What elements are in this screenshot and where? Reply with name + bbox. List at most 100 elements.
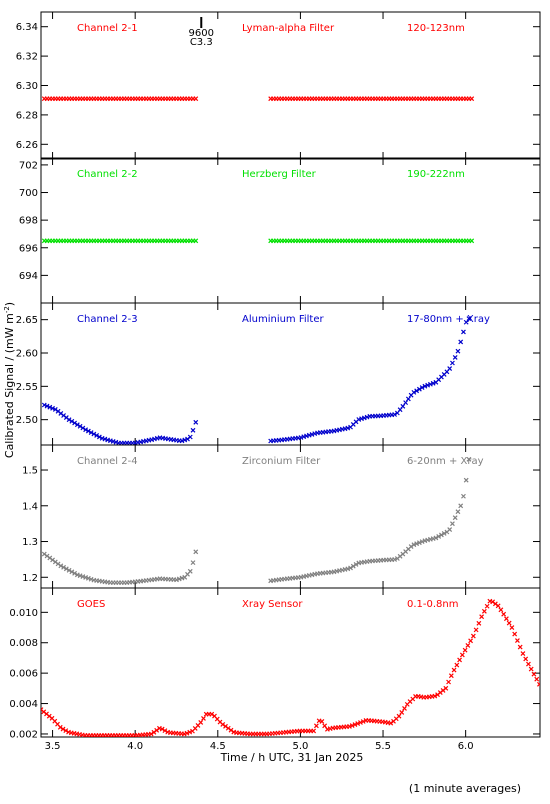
y-tick-label: 6.26 — [16, 140, 38, 151]
y-tick-label: 702 — [19, 160, 38, 171]
data-point — [452, 355, 458, 360]
channel-label: Channel 2-3 — [77, 314, 138, 325]
data-point — [223, 723, 228, 729]
data-point — [466, 456, 472, 462]
event-marker: 9600 C3.3 — [189, 17, 214, 48]
y-tick-label: 6.34 — [16, 22, 38, 33]
data-point — [83, 427, 89, 433]
data-point — [537, 681, 540, 687]
data-point — [358, 720, 363, 725]
data-point — [348, 565, 353, 571]
band-label: 0.1-0.8nm — [407, 599, 459, 610]
data-point — [69, 418, 75, 424]
panels-group: 6.26 6.28 6.30 6.32 6.34 Channel 2-1 Lyman-alp… — [9, 11, 541, 752]
data-point — [468, 638, 474, 644]
data-point — [353, 561, 359, 567]
data-point — [419, 539, 425, 545]
y-tick-label: 1.2 — [22, 573, 38, 584]
channel-label: Channel 2-4 — [77, 456, 138, 467]
data-point — [225, 725, 231, 731]
data-point — [443, 685, 449, 691]
series-points — [41, 96, 475, 102]
data-point — [447, 366, 453, 371]
data-point — [430, 380, 436, 386]
data-point — [461, 493, 466, 499]
data-point — [509, 625, 515, 630]
data-point — [41, 402, 47, 408]
data-point — [462, 647, 468, 653]
data-point — [184, 730, 190, 736]
y-axis-label: Calibrated Signal / (mW m-2) — [3, 302, 16, 458]
y-axis-label-sup: -2 — [3, 306, 11, 313]
data-point — [465, 643, 471, 648]
data-point — [72, 570, 78, 576]
data-point — [61, 564, 67, 570]
data-point — [360, 719, 366, 724]
y-axis-label-text: Calibrated Signal / (mW m — [3, 313, 16, 458]
data-point — [450, 360, 455, 366]
series-points — [41, 598, 540, 737]
filter-label: Aluminium Filter — [242, 314, 325, 325]
panel-1: 6.26 6.28 6.30 6.32 6.34 Channel 2-1 Lyman-alp… — [16, 11, 541, 160]
x-tick-label: 5.5 — [375, 741, 391, 752]
data-point — [433, 535, 439, 541]
data-point — [403, 400, 409, 406]
panel-4: 1.2 1.3 1.4 1.5 Channel 2-4 Zirconium Filter 6… — [22, 444, 541, 589]
data-point — [450, 521, 455, 527]
band-label: 120-123nm — [407, 23, 465, 34]
data-point — [193, 238, 199, 244]
y-tick-label: 0.006 — [9, 669, 38, 680]
data-point — [60, 726, 66, 732]
channel-label: Channel 2-2 — [77, 169, 138, 180]
data-point — [66, 567, 72, 573]
data-point — [88, 430, 94, 435]
data-point — [193, 96, 199, 102]
data-point — [427, 381, 433, 387]
panel-2: 694 696 698 700 702 Channel 2-2 Herzberg Filte… — [19, 157, 541, 304]
data-point — [501, 611, 507, 617]
panel-5: 0.002 0.004 0.006 0.008 0.010 3.5 4.0 4.5 5.0 5.5… — [9, 587, 541, 752]
data-point — [66, 417, 72, 423]
data-point — [228, 727, 234, 733]
filter-label: Herzberg Filter — [242, 169, 317, 180]
data-point — [422, 383, 428, 389]
data-point — [187, 434, 193, 440]
y-tick-label: 2.55 — [16, 382, 38, 393]
y-tick-label: 1.5 — [22, 466, 38, 477]
y-tick-label: 0.008 — [9, 638, 38, 649]
data-point — [44, 403, 50, 409]
y-tick-label: 2.60 — [16, 349, 38, 360]
data-point — [416, 386, 422, 392]
data-point — [411, 389, 417, 395]
footer-note: (1 minute averages) — [409, 782, 521, 795]
x-tick-label: 6.0 — [458, 741, 474, 752]
data-point — [77, 423, 83, 429]
data-point — [498, 607, 504, 613]
data-point — [201, 715, 206, 721]
filter-label: Lyman-alpha Filter — [242, 23, 335, 34]
data-point — [463, 477, 469, 483]
data-point — [313, 723, 319, 729]
data-point — [461, 329, 466, 335]
data-point — [514, 638, 520, 643]
data-point — [411, 542, 417, 548]
data-point — [74, 422, 80, 428]
data-point — [469, 96, 475, 102]
data-point — [476, 620, 482, 626]
data-point — [392, 557, 398, 562]
data-point — [517, 644, 523, 650]
data-point — [419, 385, 425, 391]
y-tick-label: 2.50 — [16, 415, 38, 426]
data-point — [416, 540, 422, 546]
data-point — [531, 671, 537, 677]
event-marker-label-bottom: C3.3 — [190, 37, 213, 48]
data-point — [414, 388, 420, 394]
data-point — [458, 339, 464, 345]
data-point — [319, 718, 325, 724]
data-point — [162, 728, 168, 734]
data-point — [193, 549, 199, 555]
panel-frame — [40, 587, 541, 738]
data-point — [451, 667, 457, 673]
data-point — [512, 631, 518, 637]
